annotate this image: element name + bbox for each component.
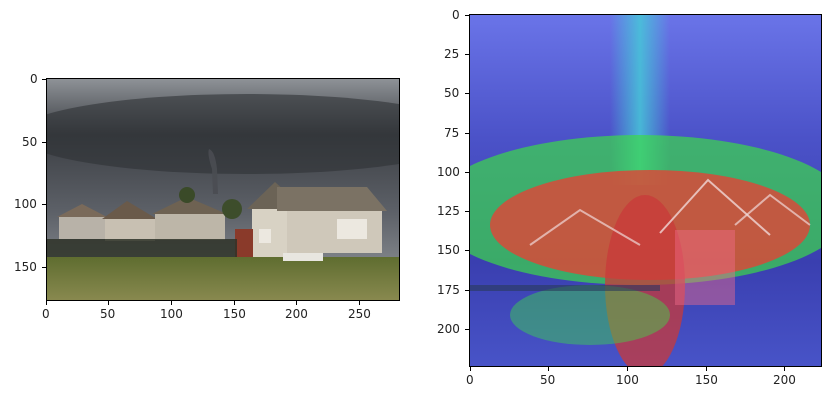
left-x-tick: 200 bbox=[285, 307, 308, 321]
right-x-tick: 0 bbox=[466, 373, 474, 387]
left-x-tick: 250 bbox=[348, 307, 371, 321]
left-y-tick: 0 bbox=[30, 72, 38, 86]
left-y-tick: 50 bbox=[22, 135, 38, 149]
gradcam-heatmap bbox=[470, 15, 821, 366]
right-y-tick: 125 bbox=[437, 204, 460, 218]
right-y-tick: 25 bbox=[444, 47, 460, 61]
right-y-tick: 50 bbox=[444, 86, 460, 100]
right-y-tick: 100 bbox=[437, 165, 460, 179]
left-x-tick: 150 bbox=[223, 307, 246, 321]
left-x-tick: 50 bbox=[100, 307, 116, 321]
right-x-tick: 200 bbox=[773, 373, 796, 387]
right-y-tick: 150 bbox=[437, 243, 460, 257]
right-heatmap-axes bbox=[469, 14, 822, 367]
left-y-tick: 100 bbox=[14, 197, 37, 211]
tornado-photo bbox=[47, 79, 399, 300]
right-x-tick: 100 bbox=[616, 373, 639, 387]
right-y-tick: 175 bbox=[437, 283, 460, 297]
right-x-tick: 150 bbox=[695, 373, 718, 387]
right-y-tick: 0 bbox=[452, 8, 460, 22]
left-x-tick: 0 bbox=[42, 307, 50, 321]
left-image-axes bbox=[46, 78, 400, 301]
right-x-tick: 50 bbox=[540, 373, 556, 387]
right-y-tick: 200 bbox=[437, 322, 460, 336]
left-x-tick: 100 bbox=[160, 307, 183, 321]
right-y-tick: 75 bbox=[444, 126, 460, 140]
left-y-tick: 150 bbox=[14, 260, 37, 274]
